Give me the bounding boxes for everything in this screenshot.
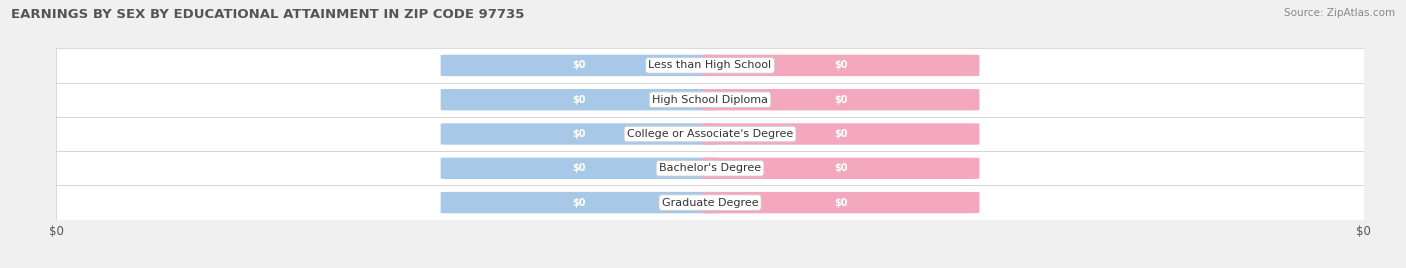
Text: EARNINGS BY SEX BY EDUCATIONAL ATTAINMENT IN ZIP CODE 97735: EARNINGS BY SEX BY EDUCATIONAL ATTAINMEN… — [11, 8, 524, 21]
Text: Less than High School: Less than High School — [648, 60, 772, 70]
Text: $0: $0 — [572, 129, 586, 139]
FancyBboxPatch shape — [440, 123, 718, 145]
FancyBboxPatch shape — [440, 89, 718, 110]
Text: $0: $0 — [834, 198, 848, 208]
Text: Graduate Degree: Graduate Degree — [662, 198, 758, 208]
Text: $0: $0 — [572, 60, 586, 70]
Bar — [56, 48, 1364, 83]
FancyBboxPatch shape — [702, 192, 980, 213]
Text: $0: $0 — [834, 163, 848, 173]
Text: Source: ZipAtlas.com: Source: ZipAtlas.com — [1284, 8, 1395, 18]
Bar — [56, 117, 1364, 151]
FancyBboxPatch shape — [440, 192, 718, 213]
Bar — [56, 83, 1364, 117]
Text: $0: $0 — [834, 129, 848, 139]
FancyBboxPatch shape — [702, 123, 980, 145]
Text: $0: $0 — [572, 198, 586, 208]
Text: $0: $0 — [834, 95, 848, 105]
FancyBboxPatch shape — [702, 89, 980, 110]
Text: $0: $0 — [572, 163, 586, 173]
FancyBboxPatch shape — [440, 55, 718, 76]
Bar — [56, 185, 1364, 220]
Bar — [56, 151, 1364, 185]
Text: $0: $0 — [834, 60, 848, 70]
Text: $0: $0 — [572, 95, 586, 105]
FancyBboxPatch shape — [702, 158, 980, 179]
FancyBboxPatch shape — [440, 158, 718, 179]
Text: Bachelor's Degree: Bachelor's Degree — [659, 163, 761, 173]
Text: High School Diploma: High School Diploma — [652, 95, 768, 105]
FancyBboxPatch shape — [702, 55, 980, 76]
Text: College or Associate's Degree: College or Associate's Degree — [627, 129, 793, 139]
